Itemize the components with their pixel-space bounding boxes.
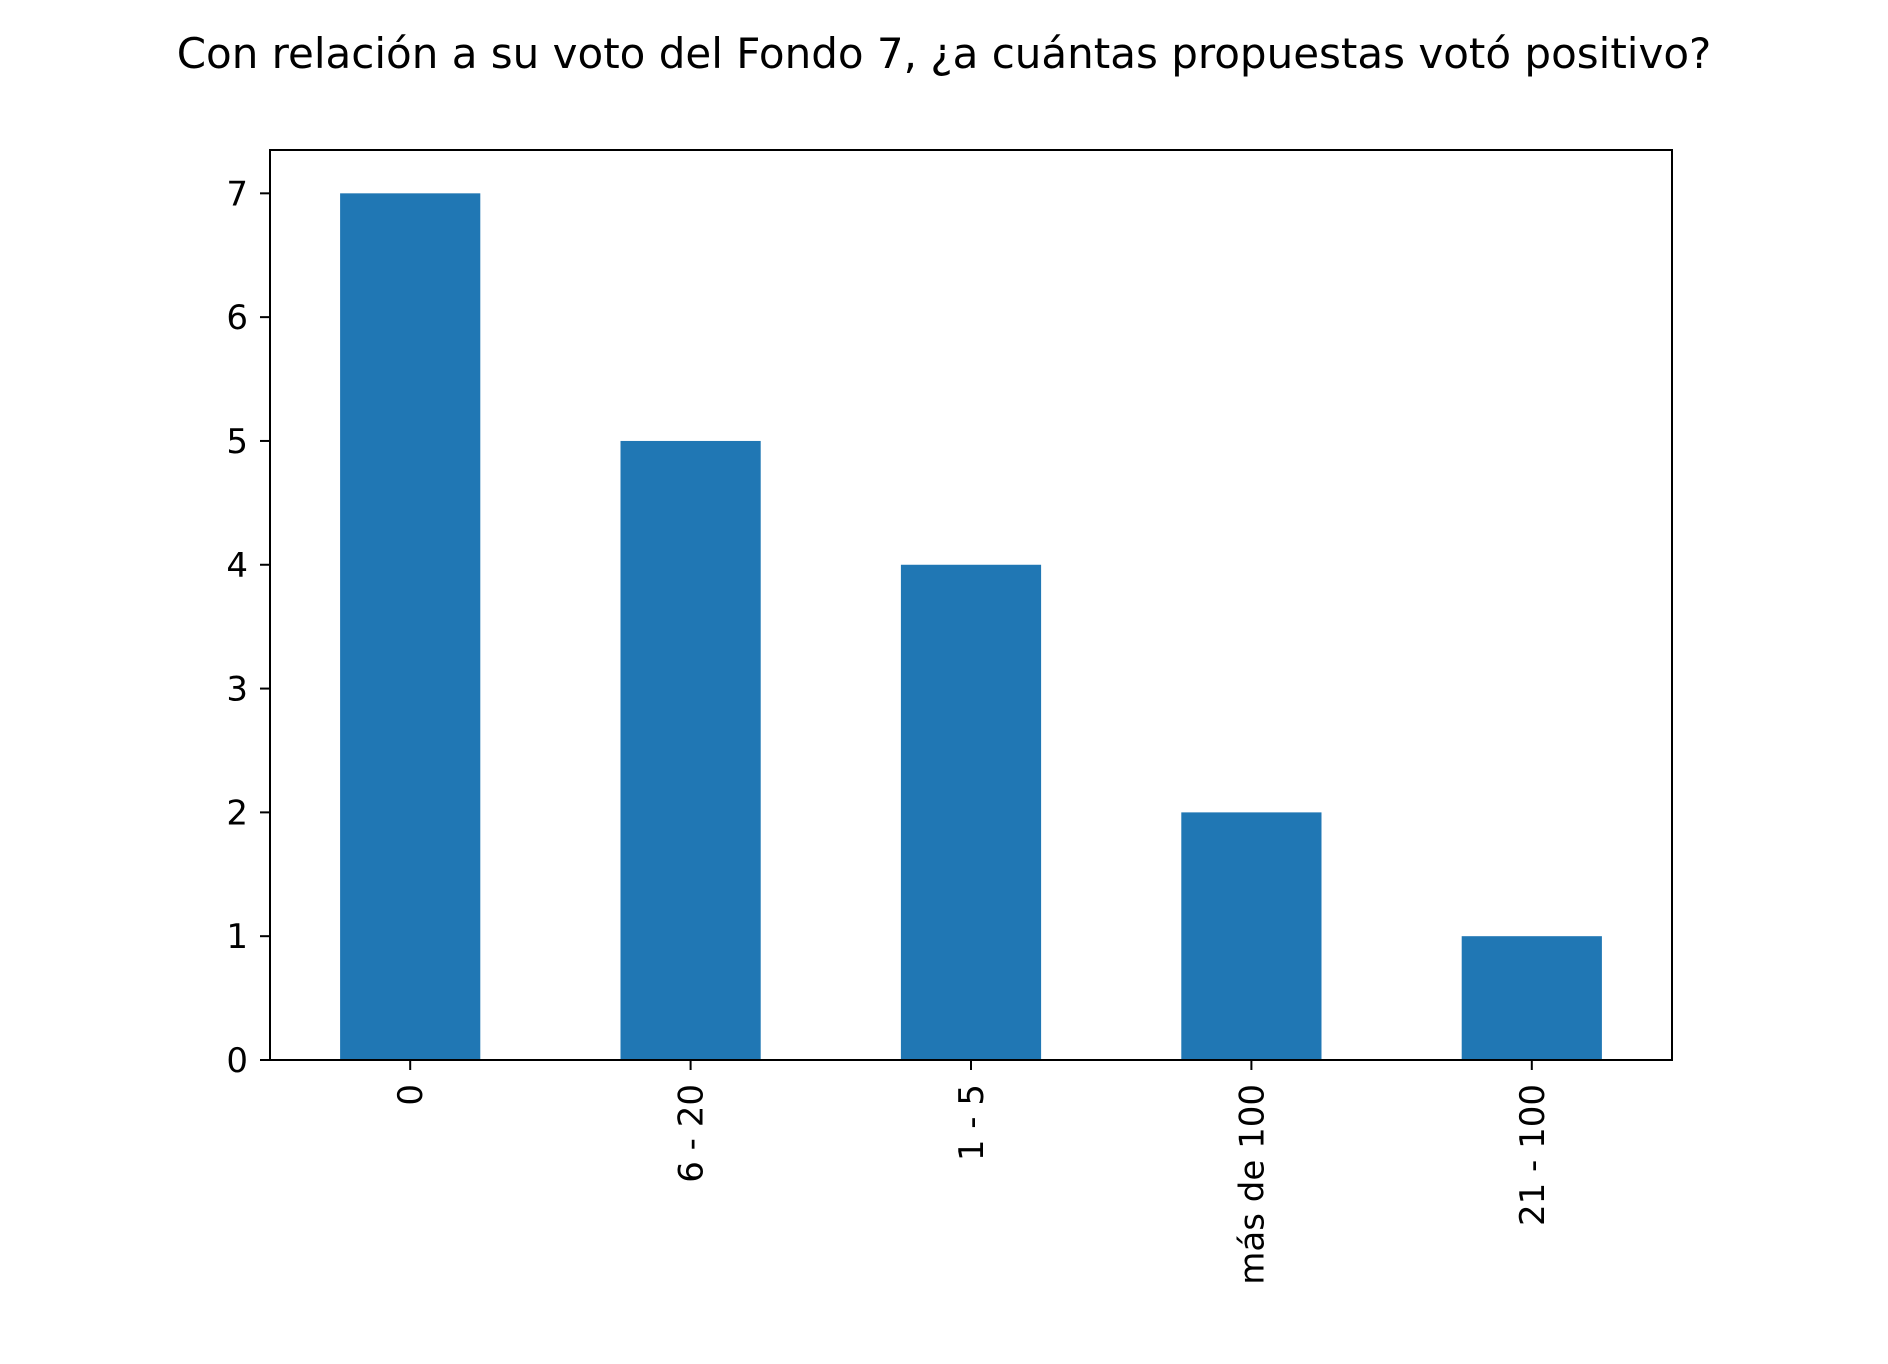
y-tick-label: 2: [226, 793, 248, 833]
x-axis: 0 6 - 20 1 - 5 más de 100 21 - 100: [391, 1060, 1553, 1285]
y-axis: 0 1 2 3 4 5 6 7: [226, 174, 270, 1081]
y-tick-label: 0: [226, 1041, 248, 1081]
y-tick-label: 3: [226, 670, 248, 710]
y-tick-label: 1: [226, 917, 248, 957]
y-tick-label: 7: [226, 174, 248, 214]
bars-layer: [340, 193, 1602, 1060]
x-tick-label: 6 - 20: [672, 1084, 712, 1183]
x-tick-label: 0: [391, 1084, 431, 1106]
plot-frame: [269, 149, 1673, 1061]
y-tick-label: 4: [226, 546, 248, 586]
x-tick-label: más de 100: [1232, 1084, 1272, 1285]
bar-4: [1461, 936, 1602, 1060]
chart-title: Con relación a su voto del Fondo 7, ¿a c…: [177, 29, 1712, 78]
bar-1: [620, 440, 761, 1060]
x-tick-label: 21 - 100: [1513, 1084, 1553, 1226]
y-tick-label: 5: [226, 422, 248, 462]
y-tick-label: 6: [226, 298, 248, 338]
bar-2: [900, 564, 1042, 1060]
bar-3: [1181, 812, 1322, 1060]
x-tick-label: 1 - 5: [952, 1084, 992, 1161]
bar-0: [340, 193, 481, 1060]
